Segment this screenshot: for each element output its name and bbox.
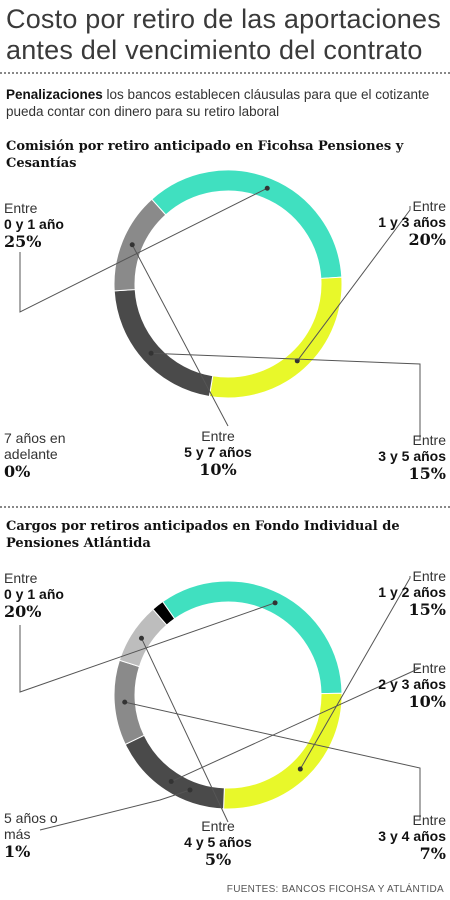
ring2-leader-dot-1 bbox=[297, 766, 303, 772]
chart-2-label-1: Entre 1 y 2 años 15% bbox=[378, 568, 446, 619]
divider-2 bbox=[0, 506, 450, 508]
intro-body: los bancos establecen cláusulas para que… bbox=[6, 87, 430, 119]
ring1-leader-dot-1 bbox=[294, 358, 300, 364]
chart-2-title: Cargos por retiros anticipados en Fondo … bbox=[6, 519, 400, 551]
ring1-leader-dot-2 bbox=[148, 350, 154, 356]
ring2-leader-dot-4 bbox=[138, 635, 144, 641]
page-title: Costo por retiro de las aportaciones ant… bbox=[6, 4, 441, 65]
chart-2-label-5: 5 años o más 1% bbox=[4, 810, 58, 861]
ring1-slice-3 bbox=[113, 198, 167, 292]
ring2-leader-0 bbox=[19, 602, 276, 693]
chart-1-label-1: Entre 1 y 3 años 20% bbox=[378, 198, 446, 249]
ring2-slice-0 bbox=[161, 580, 343, 695]
ring1-leader-3 bbox=[131, 244, 229, 427]
ring1-leader-0 bbox=[19, 187, 268, 313]
intro-text: Penalizaciones los bancos establecen clá… bbox=[6, 86, 446, 120]
ring1-leader-dot-3 bbox=[129, 242, 135, 248]
ring1-leader-dot-0 bbox=[264, 185, 270, 191]
ring2-leader-5 bbox=[39, 789, 191, 831]
chart-2-label-4: Entre 4 y 5 años 5% bbox=[184, 818, 252, 869]
ring2-leader-2 bbox=[171, 667, 421, 782]
ring2-slice-5 bbox=[152, 600, 176, 626]
ring1-leader-1 bbox=[296, 206, 411, 362]
ring2-leader-3 bbox=[124, 701, 421, 820]
source-note: FUENTES: BANCOS FICOHSA Y ATLÁNTIDA bbox=[226, 884, 444, 895]
chart-1-label-3: Entre 5 y 7 años 10% bbox=[184, 428, 252, 479]
ring2-slice-1 bbox=[223, 692, 343, 810]
ring2-slice-2 bbox=[124, 734, 225, 810]
ring2-leader-1 bbox=[299, 576, 411, 770]
chart-1-label-4: 7 años en adelante 0% bbox=[4, 430, 66, 481]
ring2-leader-4 bbox=[141, 637, 229, 823]
chart-1-label-2: Entre 3 y 5 años 15% bbox=[378, 432, 446, 483]
chart-2-label-2: Entre 2 y 3 años 10% bbox=[378, 660, 446, 711]
chart-1-title: Comisión por retiro anticipado en Ficohs… bbox=[6, 139, 404, 171]
chart-1-label-0: Entre 0 y 1 año 25% bbox=[4, 200, 64, 251]
ring2-leader-dot-3 bbox=[122, 699, 128, 705]
chart-2-label-0: Entre 0 y 1 año 20% bbox=[4, 570, 64, 621]
chart-2-label-3: Entre 3 y 4 años 7% bbox=[378, 812, 446, 863]
ring2-leader-dot-0 bbox=[272, 600, 278, 606]
ring2-leader-dot-5 bbox=[187, 787, 193, 793]
ring1-leader-2 bbox=[151, 352, 421, 440]
ring2-leader-dot-2 bbox=[168, 779, 174, 785]
intro-bold: Penalizaciones bbox=[6, 87, 103, 102]
ring2-slice-3 bbox=[113, 659, 145, 746]
divider bbox=[0, 72, 450, 74]
